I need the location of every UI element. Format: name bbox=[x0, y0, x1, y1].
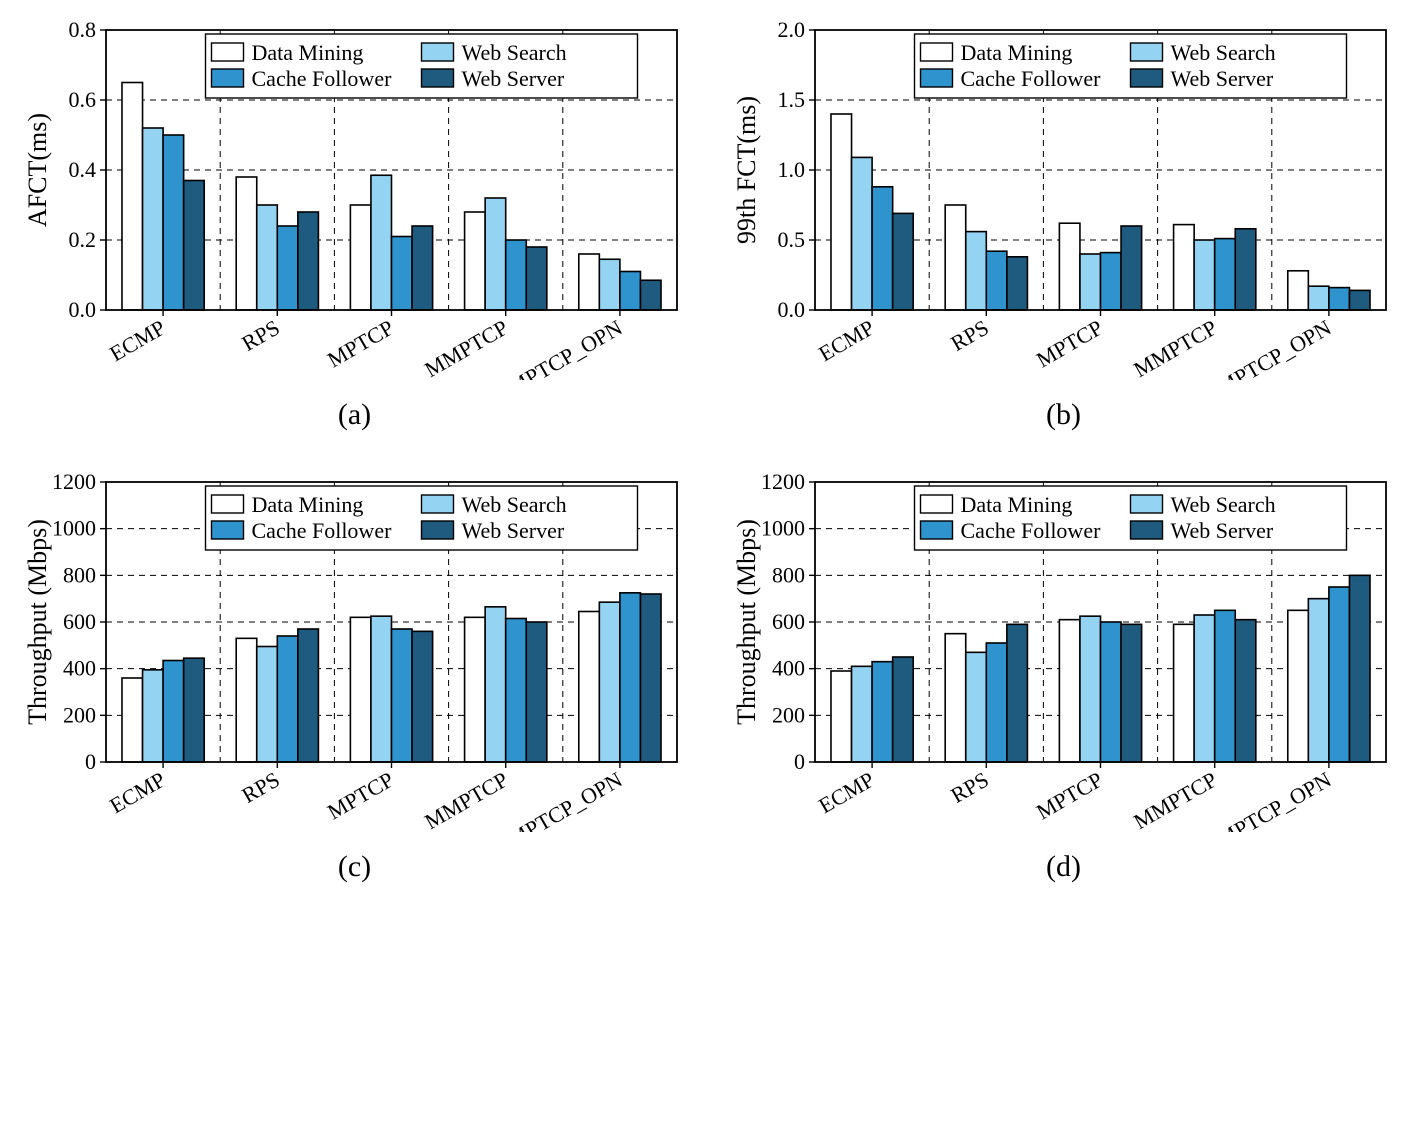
svg-text:RPS: RPS bbox=[237, 767, 283, 808]
panel-a: 0.0 0.2 0.4 0.6 0.8 ECMP RPS MPTCP MMPTCPMPTCP_O… bbox=[20, 20, 689, 432]
figure-grid: 0.00.20.40.60.8ECMPRPSMPTCPMMPTCPMPTCP_O… bbox=[20, 20, 1398, 884]
svg-text:1000: 1000 bbox=[761, 516, 805, 541]
svg-text:MMPTCP: MMPTCP bbox=[420, 767, 512, 832]
svg-text:99th FCT(ms): 99th FCT(ms) bbox=[732, 96, 761, 244]
chart-b: 0.0 0.5 1.0 1.5 2.0 ECMP RPS MPTCP MMPTCPMPTCP_O… bbox=[729, 20, 1398, 380]
svg-text:2.0: 2.0 bbox=[778, 20, 806, 42]
svg-text:MMPTCP: MMPTCP bbox=[420, 315, 512, 380]
svg-text:Cache Follower: Cache Follower bbox=[961, 66, 1102, 91]
svg-text:Cache Follower: Cache Follower bbox=[252, 518, 393, 543]
svg-text:0.2: 0.2 bbox=[69, 227, 97, 252]
svg-text:MPTCP: MPTCP bbox=[323, 767, 398, 825]
svg-text:1200: 1200 bbox=[52, 472, 96, 494]
svg-text:0.0: 0.0 bbox=[69, 297, 97, 322]
svg-text:MPTCP_OPN: MPTCP_OPN bbox=[1213, 767, 1336, 832]
svg-text:Throughput (Mbps): Throughput (Mbps) bbox=[23, 519, 52, 725]
subplot-label-b: (b) bbox=[1046, 398, 1081, 432]
svg-text:0: 0 bbox=[794, 749, 805, 774]
svg-text:Cache Follower: Cache Follower bbox=[252, 66, 393, 91]
svg-text:RPS: RPS bbox=[237, 315, 283, 356]
svg-text:1.5: 1.5 bbox=[778, 87, 806, 112]
svg-text:Web Server: Web Server bbox=[462, 518, 565, 543]
svg-text:Web Search: Web Search bbox=[462, 492, 567, 517]
svg-text:200: 200 bbox=[772, 702, 805, 727]
svg-text:Throughput (Mbps): Throughput (Mbps) bbox=[732, 519, 761, 725]
chart-d: 0 200 400 600 800 1000 1200 ECMP RPS MPTCP MMPTCPM… bbox=[729, 472, 1398, 832]
panel-d: 0 200 400 600 800 1000 1200 ECMP RPS MPTCP MMPTCPM… bbox=[729, 472, 1398, 884]
svg-text:RPS: RPS bbox=[946, 315, 992, 356]
svg-text:RPS: RPS bbox=[946, 767, 992, 808]
svg-text:Web Search: Web Search bbox=[1171, 492, 1276, 517]
svg-text:ECMP: ECMP bbox=[814, 767, 878, 819]
svg-text:1.0: 1.0 bbox=[778, 157, 806, 182]
svg-text:Data Mining: Data Mining bbox=[252, 40, 364, 65]
svg-text:MMPTCP: MMPTCP bbox=[1129, 315, 1221, 380]
panel-b: 0.0 0.5 1.0 1.5 2.0 ECMP RPS MPTCP MMPTCPMPTCP_O… bbox=[729, 20, 1398, 432]
svg-text:ECMP: ECMP bbox=[105, 315, 169, 367]
svg-text:400: 400 bbox=[772, 656, 805, 681]
chart-a: 0.0 0.2 0.4 0.6 0.8 ECMP RPS MPTCP MMPTCPMPTCP_O… bbox=[20, 20, 689, 380]
svg-text:600: 600 bbox=[772, 609, 805, 634]
svg-text:MMPTCP: MMPTCP bbox=[1129, 767, 1221, 832]
svg-text:1200: 1200 bbox=[761, 472, 805, 494]
svg-text:Web Search: Web Search bbox=[462, 40, 567, 65]
chart-c: 0 200 400 600 800 1000 1200 ECMP RPS MPTCP MMPTCPM… bbox=[20, 472, 689, 832]
svg-text:MPTCP: MPTCP bbox=[1032, 315, 1107, 373]
svg-text:MPTCP: MPTCP bbox=[1032, 767, 1107, 825]
svg-text:0: 0 bbox=[85, 749, 96, 774]
subplot-label-d: (d) bbox=[1046, 850, 1081, 884]
svg-text:MPTCP: MPTCP bbox=[323, 315, 398, 373]
subplot-label-c: (c) bbox=[338, 850, 371, 884]
svg-text:Web Search: Web Search bbox=[1171, 40, 1276, 65]
svg-text:Web Server: Web Server bbox=[462, 66, 565, 91]
svg-text:0.8: 0.8 bbox=[69, 20, 97, 42]
svg-text:MPTCP_OPN: MPTCP_OPN bbox=[504, 315, 627, 380]
svg-text:1000: 1000 bbox=[52, 516, 96, 541]
svg-text:Cache Follower: Cache Follower bbox=[961, 518, 1102, 543]
panel-c: 0 200 400 600 800 1000 1200 ECMP RPS MPTCP MMPTCPM… bbox=[20, 472, 689, 884]
svg-text:Web Server: Web Server bbox=[1171, 518, 1274, 543]
svg-text:800: 800 bbox=[772, 562, 805, 587]
svg-text:0.4: 0.4 bbox=[69, 157, 97, 182]
svg-text:0.6: 0.6 bbox=[69, 87, 97, 112]
svg-text:MPTCP_OPN: MPTCP_OPN bbox=[1213, 315, 1336, 380]
svg-text:Web Server: Web Server bbox=[1171, 66, 1274, 91]
svg-text:MPTCP_OPN: MPTCP_OPN bbox=[504, 767, 627, 832]
svg-text:AFCT(ms): AFCT(ms) bbox=[23, 113, 52, 227]
svg-text:200: 200 bbox=[63, 702, 96, 727]
svg-text:Data Mining: Data Mining bbox=[961, 492, 1073, 517]
svg-text:Data Mining: Data Mining bbox=[961, 40, 1073, 65]
svg-text:Data Mining: Data Mining bbox=[252, 492, 364, 517]
svg-text:800: 800 bbox=[63, 562, 96, 587]
svg-text:400: 400 bbox=[63, 656, 96, 681]
svg-text:ECMP: ECMP bbox=[814, 315, 878, 367]
svg-text:0.5: 0.5 bbox=[778, 227, 806, 252]
svg-text:ECMP: ECMP bbox=[105, 767, 169, 819]
svg-text:0.0: 0.0 bbox=[778, 297, 806, 322]
subplot-label-a: (a) bbox=[338, 398, 371, 432]
svg-text:600: 600 bbox=[63, 609, 96, 634]
